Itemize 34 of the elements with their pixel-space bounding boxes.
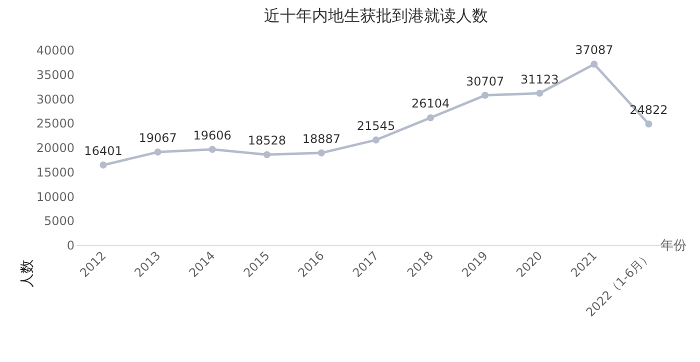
data-label: 26104: [411, 96, 450, 111]
point: [427, 114, 434, 122]
data-label: 19606: [193, 128, 232, 142]
y-tick-label: 25000: [36, 116, 74, 131]
data-label: 19067: [138, 131, 177, 146]
x-axis-title: 年份: [660, 238, 686, 254]
data-label: 18887: [302, 132, 341, 146]
y-tick-label: 30000: [36, 92, 74, 106]
data-label: 16401: [84, 144, 122, 158]
point: [318, 149, 325, 156]
data-label: 24822: [630, 102, 668, 117]
y-tick-label: 5000: [44, 214, 74, 228]
point: [590, 60, 598, 68]
point: [154, 148, 162, 156]
data-label: 31123: [520, 72, 559, 86]
point: [482, 92, 489, 99]
data-label: 30707: [466, 74, 504, 88]
y-tick-label: 0: [66, 238, 74, 252]
y-tick-label: 35000: [36, 68, 74, 82]
y-tick-label: 10000: [36, 190, 74, 204]
y-axis-title: 人数: [20, 260, 36, 288]
point: [372, 136, 380, 144]
point: [645, 120, 652, 128]
point: [208, 146, 216, 153]
y-tick-label: 40000: [36, 44, 74, 58]
point: [100, 162, 107, 169]
data-label: 18528: [248, 134, 286, 148]
y-tick-label: 15000: [36, 165, 74, 180]
chart-title: 近十年内地生获批到港就读人数: [264, 6, 488, 25]
point: [263, 151, 270, 158]
point: [536, 90, 544, 97]
y-tick-label: 20000: [36, 141, 74, 155]
data-label: 37087: [575, 43, 614, 58]
data-label: 21545: [356, 118, 396, 133]
